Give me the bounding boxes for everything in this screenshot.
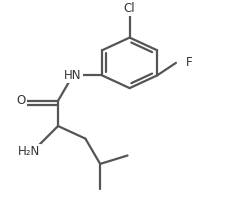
Text: H₂N: H₂N [18, 145, 40, 158]
Text: F: F [186, 56, 193, 69]
Text: O: O [17, 94, 26, 107]
Text: HN: HN [64, 69, 81, 82]
Text: Cl: Cl [124, 2, 135, 15]
